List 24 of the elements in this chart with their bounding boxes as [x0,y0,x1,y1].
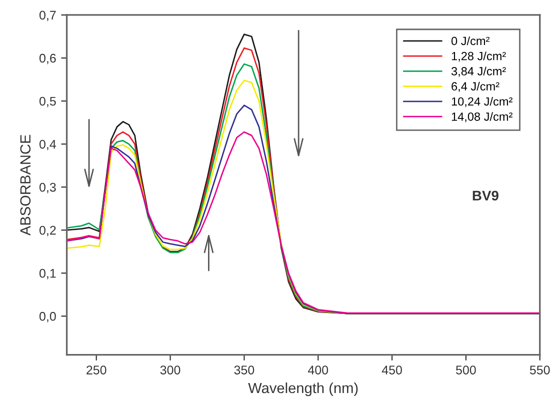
annotation: BV9 [472,190,498,201]
y-tick-label: 0,5 [39,96,56,108]
y-tick-label: 0,6 [39,54,56,64]
legend-label: 10,24 J/cm² [452,97,512,108]
y-axis-title: ABSORBANCE [20,134,31,236]
x-tick-label: 300 [160,366,180,374]
y-tick-label: 0,0 [39,312,56,322]
x-tick-label: 250 [86,366,106,374]
x-tick-label: 400 [308,366,328,374]
legend-label: 3,84 J/cm² [451,66,506,77]
x-tick-label: 450 [382,366,402,374]
y-tick-label: 0,1 [39,268,56,280]
y-tick-label: 0,2 [39,226,56,236]
y-tick-label: 0,3 [39,182,56,194]
x-tick-label: 350 [234,366,254,374]
legend-label: 0 J/cm² [451,36,490,46]
legend-label: 1,28 J/cm² [452,52,506,62]
x-tick-label: 500 [456,366,476,374]
y-tick-label: 0,4 [39,140,56,150]
legend-label: 6,4 J/cm² [452,82,500,92]
x-tick-label: 550 [530,366,550,374]
legend-label: 14,08 J/cm² [452,112,512,122]
y-tick-label: 0,7 [39,10,56,22]
x-axis-title: Wavelength (nm) [248,382,358,396]
